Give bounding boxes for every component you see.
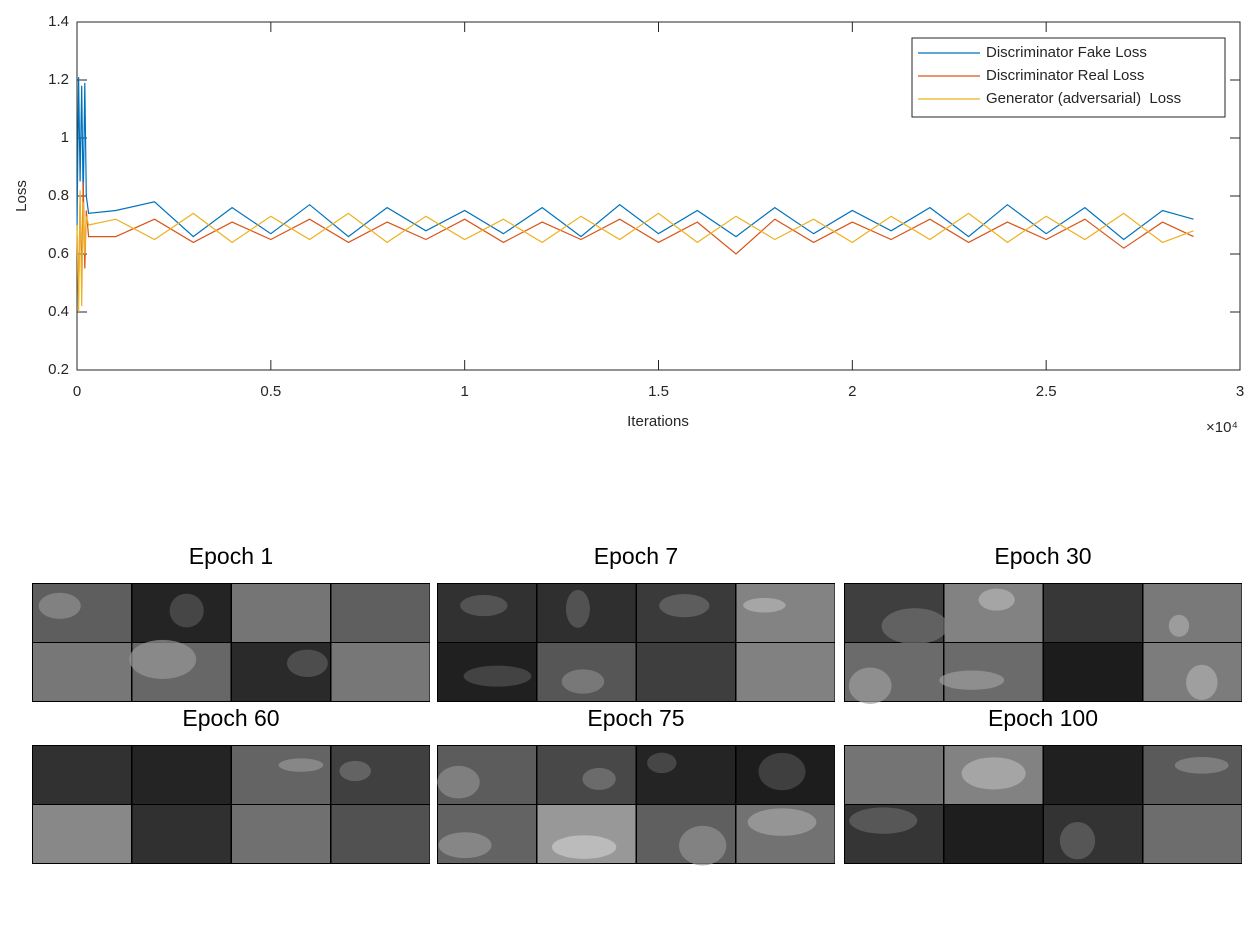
image-tile bbox=[33, 643, 131, 701]
image-tile bbox=[1143, 746, 1242, 804]
y-tick-label: 1.4 bbox=[48, 13, 69, 30]
image-detail bbox=[38, 592, 81, 619]
image-tile bbox=[232, 746, 330, 804]
panel-title: Epoch 1 bbox=[189, 543, 273, 569]
image-tile bbox=[637, 643, 735, 701]
y-tick-label: 0.4 bbox=[48, 303, 69, 320]
panel-title: Epoch 7 bbox=[594, 543, 678, 569]
image-tile bbox=[331, 805, 430, 863]
legend-label: Discriminator Fake Loss bbox=[986, 44, 1147, 61]
image-tile bbox=[1044, 643, 1142, 701]
x-tick-label: 2.5 bbox=[1036, 383, 1057, 400]
y-tick-label: 0.2 bbox=[48, 361, 69, 378]
image-detail bbox=[561, 669, 605, 694]
image-tile bbox=[1044, 746, 1142, 804]
image-detail bbox=[460, 594, 508, 617]
x-tick-label: 3 bbox=[1236, 383, 1244, 400]
image-tile bbox=[845, 746, 943, 804]
image-tile bbox=[33, 805, 131, 863]
legend-label: Generator (adversarial) Loss bbox=[986, 90, 1181, 107]
image-tile bbox=[944, 805, 1043, 863]
image-detail bbox=[758, 752, 806, 791]
image-detail bbox=[437, 765, 480, 799]
x-axis-label: Iterations bbox=[627, 413, 689, 430]
image-detail bbox=[848, 667, 892, 704]
image-detail bbox=[939, 670, 1005, 690]
image-detail bbox=[961, 757, 1026, 790]
y-tick-label: 1 bbox=[61, 129, 69, 146]
series-line bbox=[76, 77, 1194, 241]
y-axis-label: Loss bbox=[13, 180, 30, 212]
y-tick-label: 1.2 bbox=[48, 71, 69, 88]
x-tick-label: 0 bbox=[73, 383, 81, 400]
image-detail bbox=[679, 825, 727, 866]
image-detail bbox=[129, 639, 197, 679]
image-tile bbox=[331, 584, 430, 642]
image-tile bbox=[132, 746, 231, 804]
image-detail bbox=[339, 760, 371, 782]
x-tick-label: 0.5 bbox=[260, 383, 281, 400]
image-detail bbox=[582, 767, 616, 790]
series-line bbox=[76, 181, 1194, 298]
image-tile bbox=[33, 746, 131, 804]
image-detail bbox=[1168, 614, 1190, 637]
image-detail bbox=[169, 593, 204, 628]
legend-label: Discriminator Real Loss bbox=[986, 67, 1144, 84]
image-detail bbox=[1174, 756, 1229, 774]
image-tile bbox=[736, 643, 835, 701]
y-tick-label: 0.6 bbox=[48, 245, 69, 262]
x-tick-label: 1.5 bbox=[648, 383, 669, 400]
image-tile bbox=[232, 805, 330, 863]
legend-box bbox=[911, 37, 1226, 118]
image-detail bbox=[659, 593, 710, 618]
image-tile bbox=[1143, 805, 1242, 863]
image-detail bbox=[1186, 664, 1218, 700]
series-line bbox=[76, 190, 1194, 313]
image-tile bbox=[1143, 584, 1242, 642]
panel-title: Epoch 75 bbox=[587, 705, 684, 731]
image-tile bbox=[736, 584, 835, 642]
x-exponent-label: ×10⁴ bbox=[1206, 419, 1238, 436]
image-tile bbox=[1044, 584, 1142, 642]
image-detail bbox=[1059, 822, 1096, 860]
image-detail bbox=[849, 807, 918, 834]
panel-title: Epoch 100 bbox=[988, 705, 1098, 731]
image-detail bbox=[565, 589, 590, 628]
panel-title: Epoch 30 bbox=[994, 543, 1091, 569]
y-tick-label: 0.8 bbox=[48, 187, 69, 204]
image-detail bbox=[978, 588, 1015, 611]
image-detail bbox=[551, 835, 617, 859]
image-detail bbox=[438, 832, 492, 859]
image-detail bbox=[463, 665, 532, 687]
x-tick-label: 1 bbox=[460, 383, 468, 400]
image-detail bbox=[743, 598, 786, 613]
image-detail bbox=[747, 808, 817, 836]
image-tile bbox=[132, 805, 231, 863]
image-detail bbox=[881, 608, 948, 645]
image-tile bbox=[232, 584, 330, 642]
x-tick-label: 2 bbox=[848, 383, 856, 400]
image-detail bbox=[286, 649, 328, 678]
image-tile bbox=[637, 746, 735, 804]
image-detail bbox=[647, 752, 677, 774]
image-detail bbox=[278, 758, 324, 772]
image-tile bbox=[331, 643, 430, 701]
panel-title: Epoch 60 bbox=[182, 705, 279, 731]
